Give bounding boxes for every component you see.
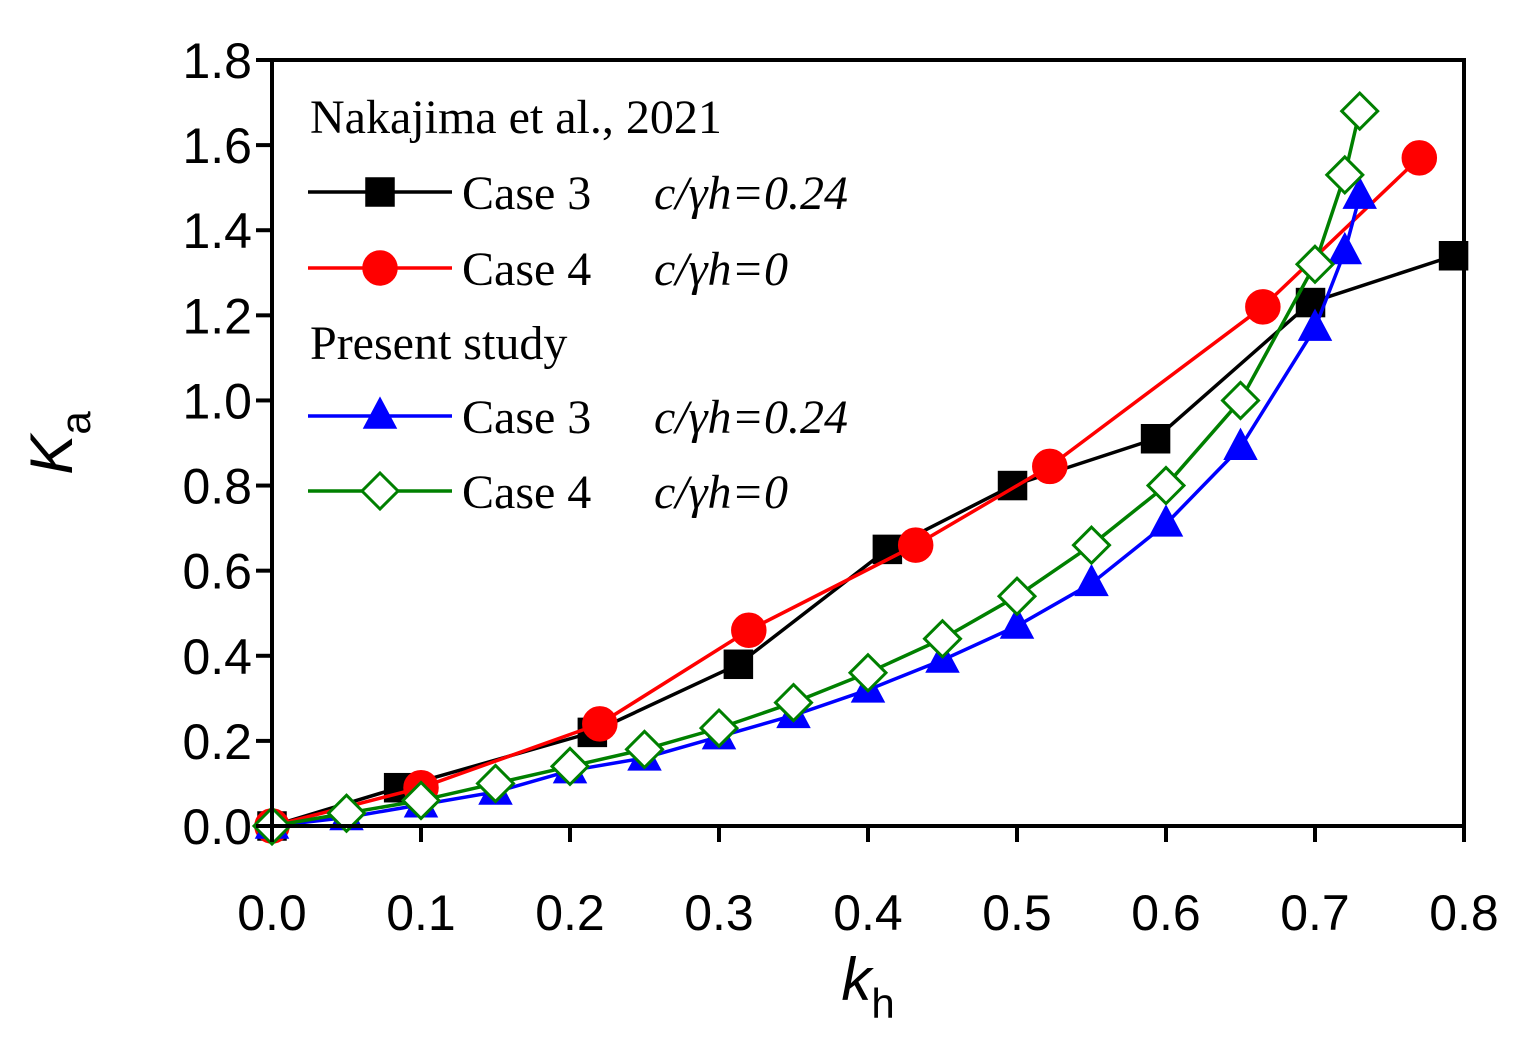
legend-group-title-nakajima: Nakajima et al., 2021 [310,91,722,144]
data-point [922,618,963,659]
data-point [1245,289,1281,325]
x-tick-label: 0.8 [1429,885,1499,941]
data-point [1401,140,1438,176]
y-tick-label: 0.0 [182,799,252,855]
x-tick-label: 0.6 [1131,885,1201,941]
legend-label: Case 3 c/γh=0.24 [462,167,848,220]
series-2 [254,176,1377,839]
legend-param: c/γh=0.24 [654,391,848,444]
legend-group-title-present: Present study [310,317,567,370]
legend-entry-present-case3: Case 3 c/γh=0.24 [308,391,848,444]
data-point [1297,308,1333,341]
y-tick-label: 1.4 [182,203,252,259]
legend-case: Case 4 [462,466,591,519]
data-point [897,527,934,563]
data-point [1220,380,1261,421]
legend: Nakajima et al., 2021 Case 3 c/γh=0.24 Ca… [308,91,848,519]
legend-param: c/γh=0.24 [654,167,848,220]
legend-case: Case 3 [462,167,591,220]
data-point [475,763,516,804]
y-tick-label: 0.2 [182,714,252,770]
data-point [1327,231,1363,265]
x-tick-label: 0.5 [982,885,1052,941]
y-tick-label: 1.2 [182,288,252,344]
legend-param: c/γh=0 [654,243,788,296]
y-tick-label: 0.4 [182,629,252,685]
series-line [271,156,1421,828]
legend-label: Case 4 c/γh=0 [462,243,788,296]
legend-case: Case 3 [462,391,591,444]
legend-marker [362,396,398,429]
data-point [996,576,1038,617]
data-point [1145,465,1187,506]
data-point [847,652,889,693]
legend-entry-present-case4: Case 4 c/γh=0 [308,466,788,519]
legend-label: Case 3 c/γh=0.24 [462,391,848,444]
legend-entry-nakajima-case4: Case 4 c/γh=0 [308,243,788,296]
data-point [582,706,618,742]
data-point [1148,504,1184,537]
legend-label: Case 4 c/γh=0 [462,466,788,519]
series-line [271,195,1362,828]
data-point [1140,423,1171,454]
plot-frame [270,58,1466,828]
y-tick-label: 0.6 [182,544,252,600]
y-tick-label: 1.8 [182,33,252,89]
legend-case: Case 4 [462,243,591,296]
data-point [326,793,367,834]
data-point [723,649,754,680]
x-tick-label: 0.2 [535,885,605,941]
data-point [1324,154,1365,196]
series-layer [251,90,1469,847]
legend-marker [362,250,398,286]
data-point [400,780,442,821]
y-tick-label: 0.8 [182,459,252,515]
legend-marker [365,177,395,207]
data-point [698,708,740,749]
x-axis: 0.0 0.1 0.2 0.3 0.4 0.5 0.6 0.7 0.8 [237,826,1499,941]
data-point [1294,244,1336,285]
data-point [1223,427,1258,461]
y-tick-label: 1.6 [182,118,252,174]
y-tick-label: 1.0 [182,373,252,429]
y-axis: 0.0 0.2 0.4 0.6 0.8 1.0 1.2 1.4 1.6 1.8 [182,33,272,855]
data-point [773,682,814,723]
x-tick-label: 0.0 [237,885,307,941]
y-axis-label: Ka [18,411,99,475]
data-point [999,606,1035,639]
data-point [1339,90,1380,132]
x-tick-label: 0.1 [386,885,456,941]
data-point [549,746,591,787]
x-tick-label: 0.4 [833,885,903,941]
data-point [1074,563,1109,597]
series-3 [251,90,1380,847]
legend-marker [359,470,401,512]
x-tick-label: 0.7 [1280,885,1350,941]
data-point [1032,448,1068,485]
legend-entry-nakajima-case3: Case 3 c/γh=0.24 [308,167,848,220]
data-point [624,729,665,770]
legend-param: c/γh=0 [654,466,788,519]
data-point [731,612,767,648]
x-axis-label: kh [841,946,894,1027]
data-point [1071,525,1112,566]
data-point [1342,176,1377,209]
x-tick-label: 0.3 [684,885,754,941]
